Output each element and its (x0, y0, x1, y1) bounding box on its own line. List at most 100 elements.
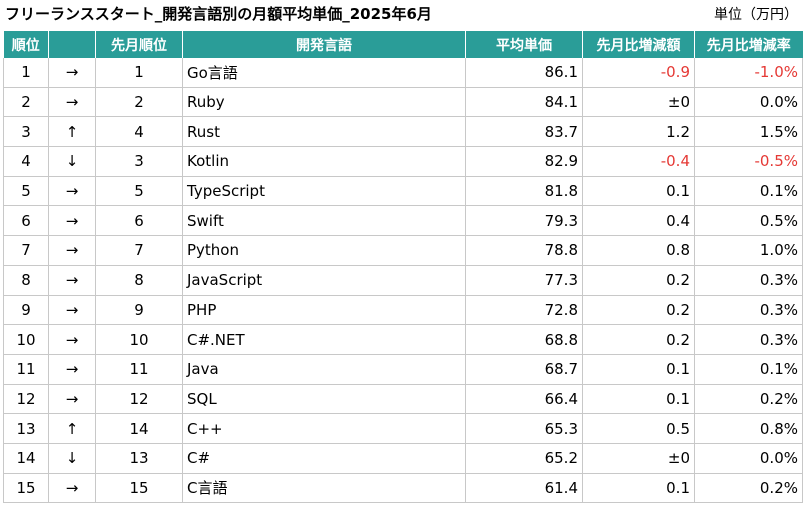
cell-prev-rank: 5 (95, 176, 183, 207)
cell-change-pct: 0.0% (694, 87, 803, 118)
cell-prev-rank: 14 (95, 413, 183, 444)
cell-change-pct: 0.3% (694, 265, 803, 296)
cell-rank: 4 (3, 146, 49, 177)
cell-language: Java (182, 354, 466, 385)
cell-rank: 9 (3, 295, 49, 326)
cell-change: 1.2 (582, 116, 695, 148)
cell-change-pct: -0.5% (694, 146, 803, 177)
table-row: 11 → 11 Java 68.7 0.1 0.1% (3, 354, 803, 385)
cell-prev-rank: 6 (95, 205, 183, 237)
table-row: 15 → 15 C言語 61.4 0.1 0.2% (3, 473, 803, 504)
chart-title: フリーランススタート_開発言語別の月額平均単価_2025年6月 (5, 5, 432, 23)
cell-change: 0.1 (582, 473, 695, 504)
cell-avg-price: 66.4 (465, 384, 583, 415)
cell-trend-arrow: → (48, 235, 96, 266)
cell-avg-price: 68.8 (465, 324, 583, 355)
cell-rank: 3 (3, 116, 49, 148)
cell-avg-price: 79.3 (465, 205, 583, 237)
cell-change: -0.9 (582, 58, 695, 88)
cell-rank: 7 (3, 235, 49, 266)
cell-prev-rank: 11 (95, 354, 183, 385)
cell-change: 0.1 (582, 354, 695, 385)
table-row: 12 → 12 SQL 66.4 0.1 0.2% (3, 384, 803, 415)
cell-rank: 6 (3, 205, 49, 237)
cell-change: 0.2 (582, 324, 695, 355)
cell-rank: 2 (3, 87, 49, 118)
cell-prev-rank: 10 (95, 324, 183, 355)
cell-change-pct: 0.1% (694, 354, 803, 385)
cell-rank: 1 (3, 58, 49, 88)
cell-change: 0.2 (582, 265, 695, 296)
cell-change: -0.4 (582, 146, 695, 177)
cell-rank: 10 (3, 324, 49, 355)
table-row: 6 → 6 Swift 79.3 0.4 0.5% (3, 205, 803, 237)
cell-change-pct: 0.2% (694, 473, 803, 504)
cell-avg-price: 83.7 (465, 116, 583, 148)
cell-change-pct: 0.5% (694, 205, 803, 237)
cell-language: JavaScript (182, 265, 466, 296)
cell-language: C言語 (182, 473, 466, 504)
cell-change-pct: 0.8% (694, 413, 803, 444)
cell-language: Python (182, 235, 466, 266)
cell-trend-arrow: → (48, 384, 96, 415)
cell-avg-price: 82.9 (465, 146, 583, 177)
cell-trend-arrow: ↓ (48, 146, 96, 177)
cell-rank: 15 (3, 473, 49, 504)
cell-rank: 12 (3, 384, 49, 415)
cell-avg-price: 72.8 (465, 295, 583, 326)
cell-trend-arrow: ↓ (48, 443, 96, 474)
cell-prev-rank: 3 (95, 146, 183, 177)
cell-rank: 13 (3, 413, 49, 444)
cell-prev-rank: 12 (95, 384, 183, 415)
cell-language: C#.NET (182, 324, 466, 355)
cell-trend-arrow: ↑ (48, 116, 96, 148)
cell-trend-arrow: ↑ (48, 413, 96, 444)
cell-trend-arrow: → (48, 354, 96, 385)
cell-language: Go言語 (182, 58, 466, 88)
cell-language: SQL (182, 384, 466, 415)
cell-prev-rank: 15 (95, 473, 183, 504)
cell-rank: 14 (3, 443, 49, 474)
cell-trend-arrow: → (48, 295, 96, 326)
cell-rank: 5 (3, 176, 49, 207)
table-row: 2 → 2 Ruby 84.1 ±0 0.0% (3, 87, 803, 118)
header-rank: 順位 (3, 31, 49, 58)
table-row: 14 ↓ 13 C# 65.2 ±0 0.0% (3, 443, 803, 474)
table-row: 9 → 9 PHP 72.8 0.2 0.3% (3, 295, 803, 326)
table-row: 8 → 8 JavaScript 77.3 0.2 0.3% (3, 265, 803, 296)
table-body: 1 → 1 Go言語 86.1 -0.9 -1.0% 2 → 2 Ruby 84.1 ±0 0.0% 3 ↑ 4… (3, 58, 803, 504)
header-language: 開発言語 (182, 31, 466, 58)
cell-avg-price: 65.2 (465, 443, 583, 474)
cell-avg-price: 65.3 (465, 413, 583, 444)
table-row: 3 ↑ 4 Rust 83.7 1.2 1.5% (3, 116, 803, 148)
cell-change-pct: 1.5% (694, 116, 803, 148)
cell-change-pct: 0.3% (694, 324, 803, 355)
unit-label: 単位（万円） (714, 7, 798, 23)
header-avg-price: 平均単価 (465, 31, 583, 58)
cell-change: 0.5 (582, 413, 695, 444)
cell-language: TypeScript (182, 176, 466, 207)
table-row: 4 ↓ 3 Kotlin 82.9 -0.4 -0.5% (3, 146, 803, 177)
cell-prev-rank: 13 (95, 443, 183, 474)
cell-trend-arrow: → (48, 324, 96, 355)
cell-change-pct: 0.0% (694, 443, 803, 474)
cell-trend-arrow: → (48, 58, 96, 88)
cell-avg-price: 77.3 (465, 265, 583, 296)
cell-language: Kotlin (182, 146, 466, 177)
cell-change: 0.4 (582, 205, 695, 237)
cell-trend-arrow: → (48, 205, 96, 237)
cell-prev-rank: 4 (95, 116, 183, 148)
cell-prev-rank: 9 (95, 295, 183, 326)
header-change-pct: 先月比増減率 (694, 31, 803, 58)
cell-rank: 11 (3, 354, 49, 385)
cell-prev-rank: 2 (95, 87, 183, 118)
cell-trend-arrow: → (48, 265, 96, 296)
cell-change-pct: 0.2% (694, 384, 803, 415)
cell-prev-rank: 1 (95, 58, 183, 88)
cell-change-pct: -1.0% (694, 58, 803, 88)
cell-trend-arrow: → (48, 473, 96, 504)
cell-change-pct: 0.3% (694, 295, 803, 326)
cell-change: 0.2 (582, 295, 695, 326)
cell-avg-price: 86.1 (465, 58, 583, 88)
cell-language: C++ (182, 413, 466, 444)
